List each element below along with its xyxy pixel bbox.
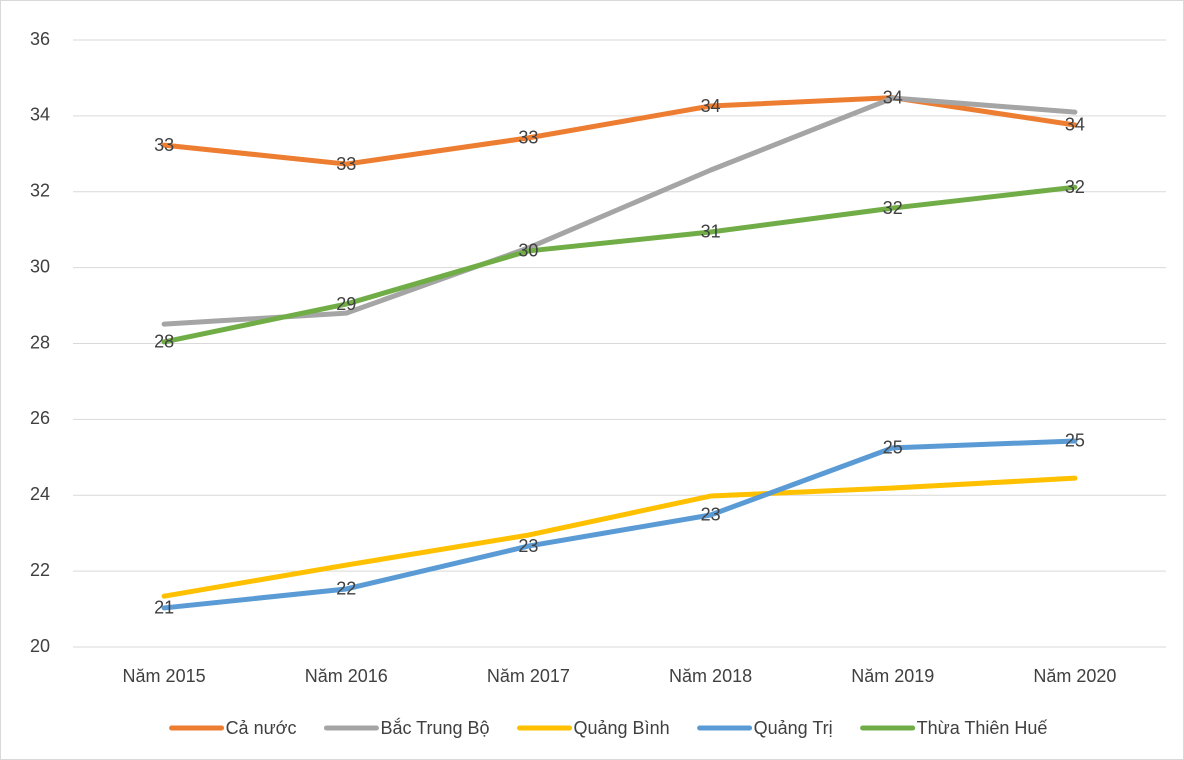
data-label: 29	[336, 294, 356, 314]
series-line	[161, 184, 1078, 345]
data-label: 25	[883, 438, 903, 458]
data-label: 21	[154, 598, 174, 618]
legend-label: Bắc Trung Bộ	[380, 717, 489, 738]
data-label: 34	[1065, 115, 1085, 135]
x-tick-label: Năm 2020	[1033, 666, 1116, 686]
data-label: 23	[518, 536, 538, 556]
y-tick-label: 20	[30, 636, 50, 656]
y-tick-label: 26	[30, 408, 50, 428]
y-tick-label: 32	[30, 181, 50, 201]
legend: Cả nước Bắc Trung Bộ Quảng Bình Quảng Trị Th…	[169, 717, 1048, 738]
x-tick-label: Năm 2019	[851, 666, 934, 686]
x-tick-label: Năm 2017	[487, 666, 570, 686]
series-line	[161, 438, 1078, 611]
data-label: 34	[883, 87, 903, 107]
legend-label: Cả nước	[226, 718, 297, 738]
y-tick-label: 30	[30, 256, 50, 276]
data-label: 23	[701, 505, 721, 525]
legend-label: Quảng Trị	[754, 718, 833, 738]
x-tick-label: Năm 2016	[305, 666, 388, 686]
series-line	[161, 95, 1078, 327]
data-label: 32	[883, 198, 903, 218]
y-tick-label: 22	[30, 560, 50, 580]
legend-label: Thừa Thiên Huế	[917, 718, 1048, 738]
y-tick-label: 28	[30, 332, 50, 352]
y-tick-label: 24	[30, 484, 50, 504]
y-tick-label: 36	[30, 29, 50, 49]
data-label: 25	[1065, 431, 1085, 451]
data-label: 22	[336, 579, 356, 599]
x-tick-label: Năm 2015	[123, 666, 206, 686]
series-line	[161, 475, 1078, 599]
data-label: 33	[518, 128, 538, 148]
legend-label: Quảng Bình	[574, 718, 670, 738]
data-label: 34	[701, 96, 721, 116]
data-label: 31	[701, 222, 721, 242]
data-label: 33	[336, 154, 356, 174]
data-label: 30	[518, 241, 538, 261]
y-tick-label: 34	[30, 105, 50, 125]
data-label: 28	[154, 332, 174, 352]
data-label: 32	[1065, 177, 1085, 197]
x-tick-label: Năm 2018	[669, 666, 752, 686]
data-label: 33	[154, 135, 174, 155]
